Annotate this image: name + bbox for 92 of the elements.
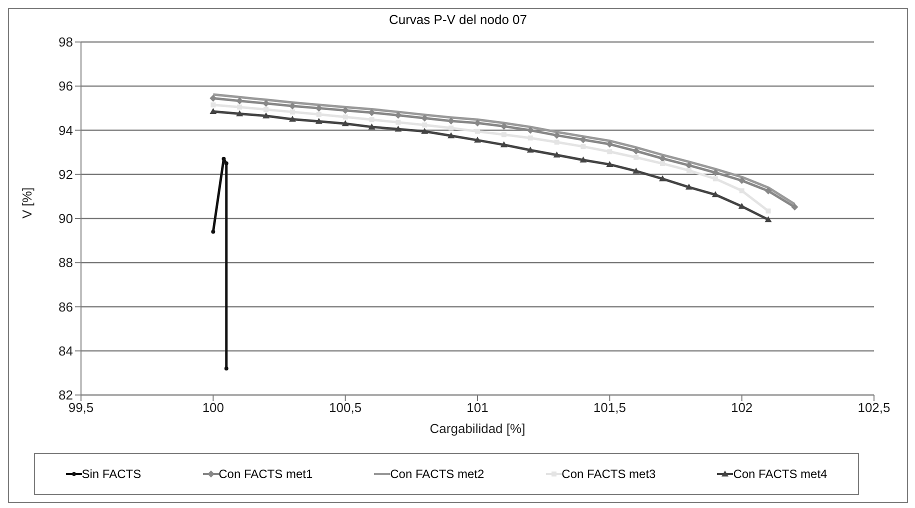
- x-tick-label: 101: [466, 400, 488, 416]
- point: [580, 156, 587, 163]
- y-tick-label: 84: [58, 343, 73, 358]
- point: [342, 120, 349, 126]
- y-tick-label: 82: [58, 388, 73, 403]
- x-tick-label: 101,5: [593, 400, 626, 416]
- point: [686, 168, 692, 173]
- point: [659, 154, 666, 162]
- point: [501, 132, 506, 138]
- point: [685, 184, 692, 190]
- y-tick-label: 86: [58, 299, 73, 314]
- point: [396, 120, 401, 125]
- point: [368, 123, 376, 130]
- point: [342, 106, 349, 114]
- y-tick-label: 98: [58, 34, 73, 50]
- x-tick-label: 102,5: [858, 400, 890, 416]
- legend-label: Con FACTS met3: [562, 467, 656, 481]
- point: [738, 177, 746, 184]
- point: [210, 102, 216, 108]
- point: [607, 149, 612, 154]
- point: [222, 156, 226, 161]
- x-tick-label: 99,5: [68, 400, 94, 416]
- legend-label: Con FACTS met2: [390, 467, 484, 481]
- point: [211, 230, 216, 234]
- point: [553, 132, 560, 139]
- point: [368, 109, 376, 116]
- point: [421, 114, 428, 122]
- chart-title: Curvas P-V del nodo 07: [388, 12, 528, 29]
- point: [580, 136, 587, 144]
- point: [421, 128, 428, 134]
- point: [580, 144, 586, 150]
- y-tick-label: 96: [58, 78, 73, 94]
- point: [659, 175, 666, 182]
- point: [288, 116, 296, 122]
- point: [739, 188, 744, 194]
- legend-label: Con FACTS met1: [218, 467, 313, 481]
- x-tick-label: 102: [730, 400, 753, 416]
- point: [394, 126, 402, 132]
- point: [342, 114, 348, 120]
- point: [764, 216, 772, 222]
- point: [738, 202, 746, 209]
- point: [500, 122, 508, 130]
- point: [448, 132, 455, 138]
- legend-label: Sin FACTS: [82, 467, 142, 481]
- point: [712, 169, 719, 176]
- point: [634, 154, 639, 160]
- point: [554, 140, 560, 145]
- point: [526, 126, 534, 134]
- point: [210, 94, 217, 102]
- point: [316, 112, 322, 117]
- y-axis-title: V [%]: [20, 187, 35, 218]
- point: [500, 141, 508, 148]
- point: [394, 112, 402, 119]
- x-tick-label: 100: [202, 400, 224, 416]
- point: [526, 146, 534, 153]
- point: [475, 128, 480, 134]
- point: [632, 168, 640, 174]
- point: [262, 112, 270, 118]
- point: [315, 104, 322, 112]
- point: [791, 204, 798, 211]
- point: [764, 187, 772, 194]
- point: [448, 126, 454, 131]
- point: [210, 108, 217, 114]
- point: [422, 122, 428, 128]
- x-tick-label: 100,5: [329, 400, 362, 416]
- point: [766, 208, 771, 214]
- point: [712, 191, 719, 198]
- point: [632, 147, 640, 154]
- point: [606, 160, 614, 167]
- point: [237, 104, 242, 110]
- legend-label: Con FACTS met4: [733, 467, 828, 481]
- point: [224, 366, 228, 371]
- y-tick-label: 90: [58, 211, 73, 226]
- point: [553, 151, 560, 158]
- point: [528, 135, 533, 140]
- point: [236, 110, 244, 116]
- point: [315, 118, 322, 124]
- point: [474, 119, 481, 126]
- point: [474, 136, 481, 143]
- point: [224, 161, 228, 166]
- point: [685, 162, 692, 169]
- point: [606, 140, 614, 148]
- y-tick-label: 94: [58, 122, 73, 138]
- point: [236, 97, 244, 104]
- point: [264, 107, 269, 112]
- x-axis-title: Cargabilidad [%]: [430, 421, 526, 436]
- point: [369, 117, 374, 122]
- point: [712, 176, 718, 182]
- point: [660, 161, 666, 166]
- y-tick-label: 88: [58, 255, 73, 270]
- point: [290, 109, 295, 114]
- y-tick-label: 92: [58, 166, 73, 182]
